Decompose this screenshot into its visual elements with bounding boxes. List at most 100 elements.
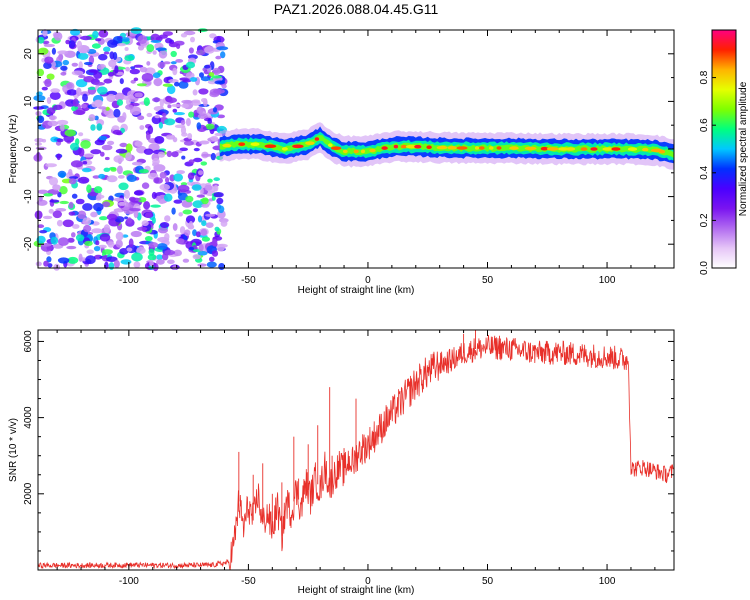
noise-blob (146, 112, 153, 118)
x-tick-label: 100 (599, 275, 616, 286)
noise-blob (108, 262, 115, 270)
noise-blob (170, 61, 177, 65)
noise-blob (156, 254, 164, 260)
noise-blob (99, 233, 111, 242)
noise-blob (36, 68, 45, 77)
noise-blob (147, 125, 154, 135)
noise-blob (46, 97, 52, 104)
noise-blob (137, 45, 145, 51)
noise-blob (94, 115, 99, 121)
noise-blob (126, 217, 133, 224)
noise-blob (159, 183, 170, 191)
noise-blob (139, 66, 148, 73)
ridge-hotspot (565, 147, 576, 151)
noise-blob (57, 50, 69, 55)
noise-blob (125, 97, 131, 106)
noise-blob (179, 226, 186, 235)
noise-blob (100, 151, 105, 157)
ridge-hotspot (353, 149, 359, 154)
noise-blob (163, 193, 173, 202)
noise-blob (201, 236, 210, 242)
noise-blob (198, 140, 210, 145)
noise-blob (43, 62, 52, 69)
y-tick-label: -10 (23, 189, 34, 204)
noise-blob (210, 75, 222, 79)
spectrogram-x-ticks: -100 -50 0 50 100 (56, 30, 656, 286)
noise-blob (182, 79, 192, 83)
noise-blob (78, 75, 86, 78)
noise-blob (52, 104, 63, 111)
noise-blob (75, 234, 85, 242)
noise-blob (95, 38, 102, 42)
noise-blob (67, 237, 75, 243)
noise-blob (196, 106, 204, 114)
noise-blob (117, 175, 125, 179)
x-tick-label: -50 (241, 576, 256, 587)
ridge-hotspot (658, 149, 666, 154)
noise-blob (159, 171, 167, 179)
noise-blob (143, 201, 151, 210)
y-tick-label: 2000 (23, 482, 34, 505)
noise-blob (90, 124, 96, 131)
noise-blob (75, 79, 88, 88)
noise-blob (209, 256, 215, 262)
noise-blob (207, 118, 212, 125)
y-tick-label: 0 (23, 146, 34, 152)
noise-blob (66, 245, 77, 250)
ridge-hotspot (305, 141, 315, 145)
noise-blob (172, 137, 178, 143)
noise-blob (110, 167, 117, 172)
ridge-hotspot (381, 146, 388, 150)
ridge-hotspot (400, 144, 407, 149)
noise-blob (152, 97, 161, 103)
ridge-hotspot (627, 147, 638, 151)
noise-blob (200, 161, 208, 166)
noise-blob (212, 67, 221, 76)
noise-blob (176, 43, 181, 49)
noise-blob (176, 170, 185, 175)
noise-blob (116, 99, 124, 106)
noise-blob (170, 50, 177, 58)
noise-blob (106, 93, 116, 103)
figure-title: PAZ1.2026.088.04.45.G11 (274, 1, 439, 17)
noise-blob (216, 197, 224, 205)
noise-blob (149, 259, 154, 267)
noise-blob (58, 237, 69, 246)
noise-blob (119, 78, 124, 85)
snr-series-line (37, 334, 674, 570)
noise-blob (93, 71, 103, 79)
colorbar-tick-label: 0.0 (699, 261, 710, 275)
noise-blob (154, 136, 165, 144)
noise-blob (181, 155, 186, 160)
noise-blob (37, 189, 49, 194)
noise-blob (143, 148, 154, 155)
ridge-hotspot (524, 146, 537, 151)
noise-blob (103, 46, 111, 53)
noise-blob (171, 207, 176, 215)
noise-blob (60, 65, 68, 71)
noise-blob (199, 72, 204, 78)
noise-blob (214, 226, 220, 232)
noise-blob (77, 176, 90, 184)
noise-blob (173, 199, 183, 204)
noise-blob (103, 51, 110, 55)
noise-blob (172, 108, 178, 113)
noise-blob (43, 260, 49, 267)
noise-blob (196, 194, 205, 198)
noise-blob (115, 148, 128, 154)
noise-blob (162, 83, 173, 87)
noise-blob (164, 215, 171, 222)
noise-blob (137, 226, 148, 231)
noise-blob (41, 86, 48, 91)
noise-blob (124, 216, 129, 220)
noise-blob (120, 259, 132, 265)
ridge-hotspot (314, 137, 320, 141)
x-tick-label: -50 (241, 275, 256, 286)
noise-blob (49, 91, 61, 101)
noise-blob (159, 98, 164, 108)
noise-blob (71, 70, 84, 76)
noise-blob (188, 221, 194, 229)
noise-blob (210, 152, 216, 161)
noise-blob (66, 89, 78, 96)
